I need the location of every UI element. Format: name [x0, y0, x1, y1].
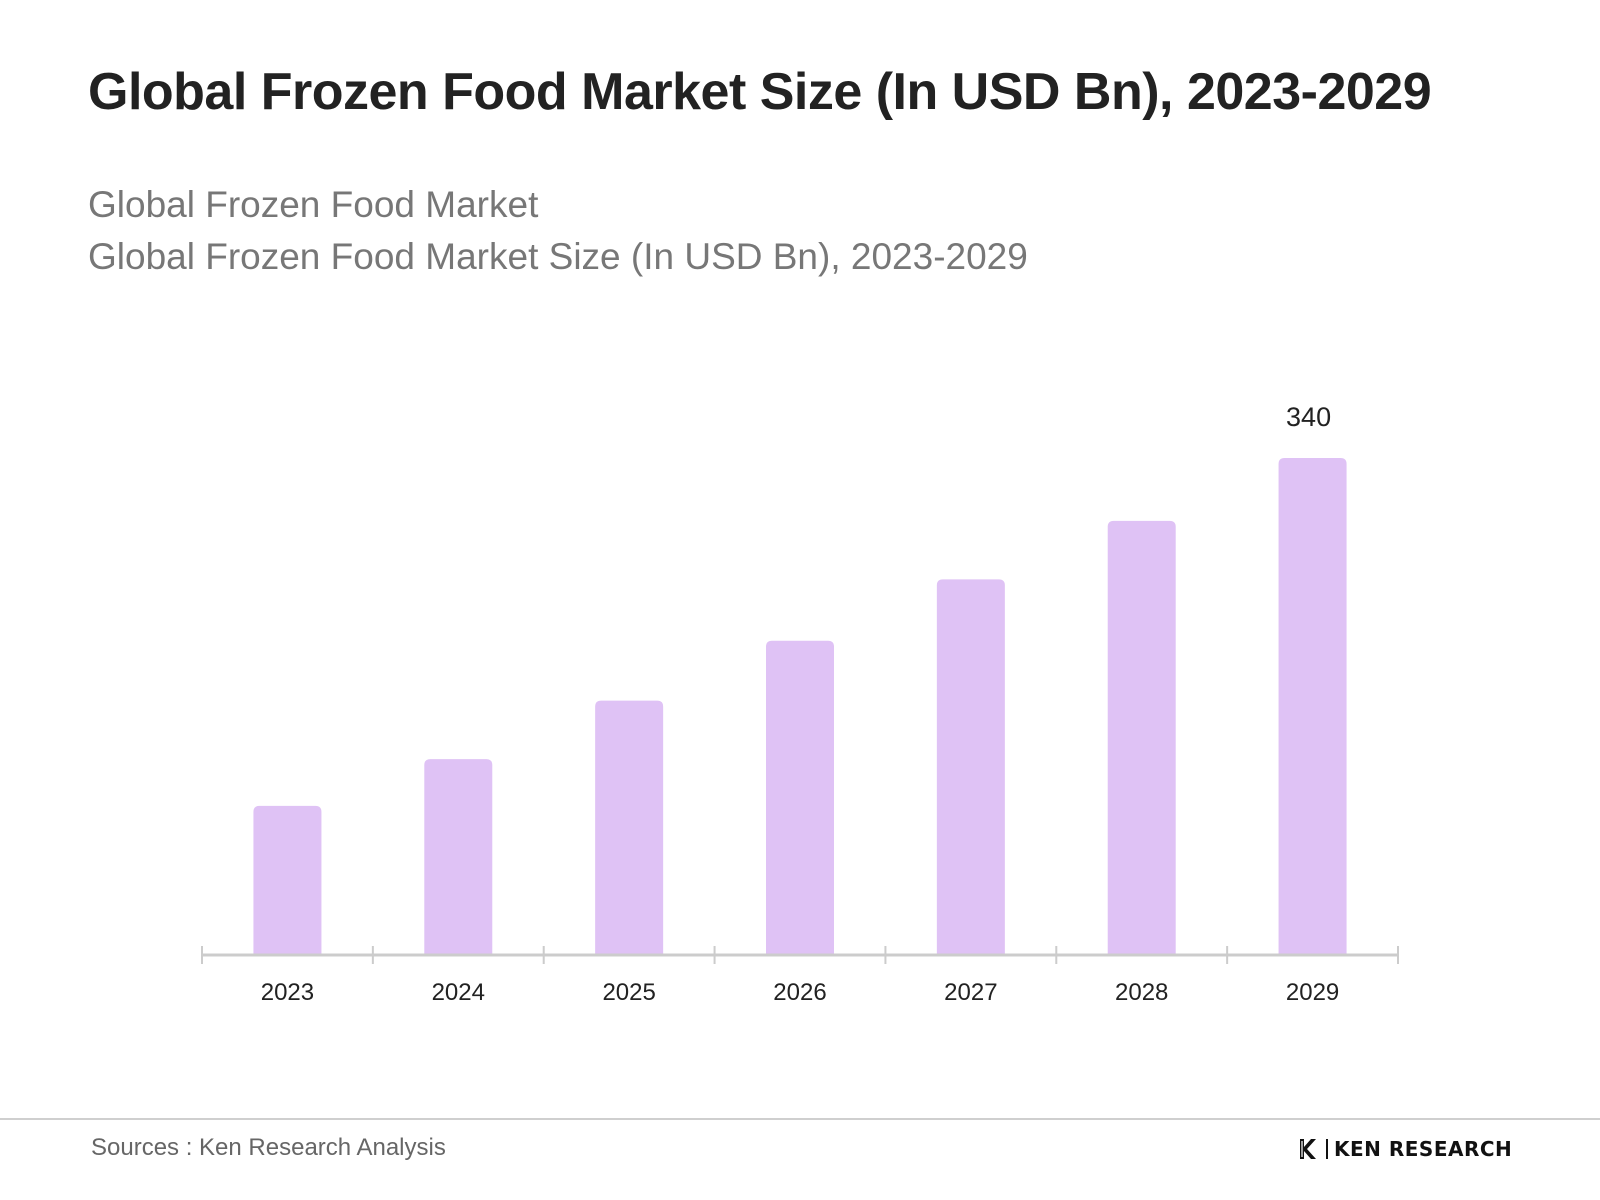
page-title: Global Frozen Food Market Size (In USD B…: [88, 63, 1432, 121]
ken-research-logo-icon: [1300, 1139, 1316, 1159]
bar-2029: [1278, 458, 1347, 955]
chart-subtitle: Global Frozen Food Market: [88, 184, 539, 225]
brand-name: KEN RESEARCH: [1334, 1137, 1513, 1161]
bar-2027: [936, 579, 1005, 955]
x-tick-label-2029: 2029: [1286, 979, 1339, 1006]
bar-chart-svg: 2023 2024 2025 2026 2027 2028 340 2029: [201, 402, 1399, 1006]
bar-2025: [595, 700, 664, 955]
bar-2023: [253, 805, 322, 955]
x-tick-label-2027: 2027: [944, 979, 997, 1006]
x-tick-label-2026: 2026: [773, 979, 826, 1006]
x-tick-label-2025: 2025: [602, 979, 655, 1006]
bar-chart: 2023 2024 2025 2026 2027 2028 340 2029: [201, 402, 1399, 1006]
data-label-2029: 340: [1286, 402, 1331, 432]
bar-2026: [766, 640, 834, 955]
x-tick-label-2028: 2028: [1115, 979, 1168, 1006]
x-tick-label-2023: 2023: [261, 979, 314, 1006]
chart-subtitle-detail: Global Frozen Food Market Size (In USD B…: [88, 236, 1028, 277]
source-note: Sources : Ken Research Analysis: [91, 1134, 446, 1161]
brand-logo: KEN RESEARCH: [1298, 1137, 1512, 1161]
footer-divider: [0, 1118, 1600, 1120]
brand-separator: [1326, 1139, 1328, 1159]
x-tick-label-2024: 2024: [432, 979, 485, 1006]
bar-2028: [1107, 520, 1176, 955]
bar-2024: [424, 759, 493, 955]
